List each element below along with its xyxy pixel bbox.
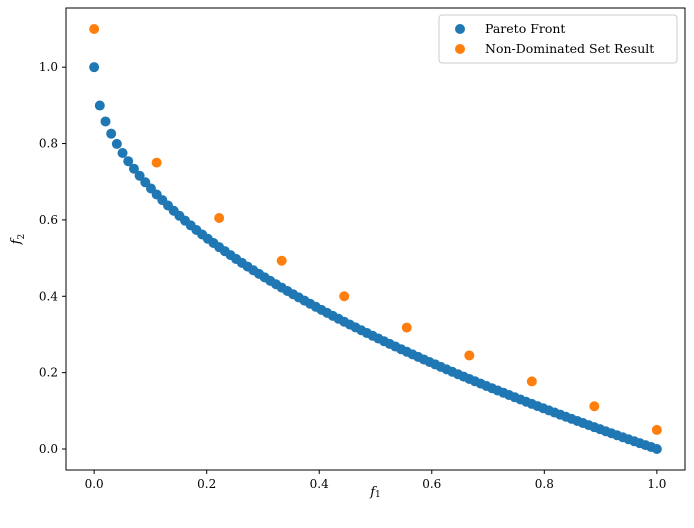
y-tick-label: 0.0 [39, 442, 58, 456]
non-dominated-set-result-point [526, 376, 537, 387]
non-dominated-set-result-point [151, 157, 162, 168]
pareto-front-point [100, 116, 111, 127]
x-tick-label: 0.0 [85, 477, 104, 491]
y-tick-label: 1.0 [39, 60, 58, 74]
pareto-front-point [134, 170, 145, 181]
y-axis-label-sub: 2 [17, 234, 27, 240]
y-axis-label: f2 [9, 234, 27, 246]
x-axis: 0.0 0.2 0.4 0.6 0.8 1.0 [85, 470, 666, 491]
pareto-front-point [128, 163, 139, 174]
non-dominated-set-result-point [214, 213, 225, 223]
legend-label-non-dominated-set-result: Non-Dominated Set Result [485, 41, 654, 56]
pareto-front-point [94, 100, 105, 111]
pareto-front-point [106, 128, 117, 139]
non-dominated-set-result-point [339, 291, 350, 302]
x-tick-label: 0.6 [422, 477, 441, 491]
pareto-front-point [123, 156, 134, 167]
x-tick-label: 0.2 [197, 477, 216, 491]
legend-label-pareto-front: Pareto Front [485, 21, 565, 36]
legend-box [438, 14, 678, 64]
plot-frame [65, 7, 686, 471]
pareto-front-point [117, 147, 128, 158]
x-axis-label-main: f [369, 485, 377, 500]
non-dominated-set-result-point [401, 322, 412, 333]
points-layer [89, 24, 662, 454]
non-dominated-set-result-point [589, 401, 600, 412]
legend: Pareto Front Non-Dominated Set Result [438, 14, 678, 64]
x-axis-label: f1 [369, 485, 381, 500]
non-dominated-set-result-point [276, 255, 287, 266]
y-tick-label: 0.8 [39, 137, 58, 151]
pareto-front-point [651, 444, 662, 454]
non-dominated-set-result-point [651, 424, 662, 435]
non-dominated-set-result-point [464, 350, 475, 361]
y-tick-label: 0.6 [39, 213, 58, 227]
non-dominated-set-result-point [89, 24, 100, 34]
pareto-front-point [111, 138, 122, 149]
x-tick-label: 1.0 [647, 477, 666, 491]
y-tick-label: 0.2 [39, 366, 58, 380]
legend-marker-non-dominated-set-result [455, 44, 465, 54]
x-axis-label-sub: 1 [375, 490, 381, 500]
y-axis-label-main: f [9, 237, 24, 245]
y-axis: 0.0 0.2 0.4 0.6 0.8 1.0 [39, 60, 66, 456]
pareto-front-point [89, 62, 100, 73]
x-tick-label: 0.4 [310, 477, 329, 491]
legend-marker-pareto-front [455, 24, 465, 34]
x-tick-label: 0.8 [535, 477, 554, 491]
y-tick-label: 0.4 [39, 289, 58, 303]
